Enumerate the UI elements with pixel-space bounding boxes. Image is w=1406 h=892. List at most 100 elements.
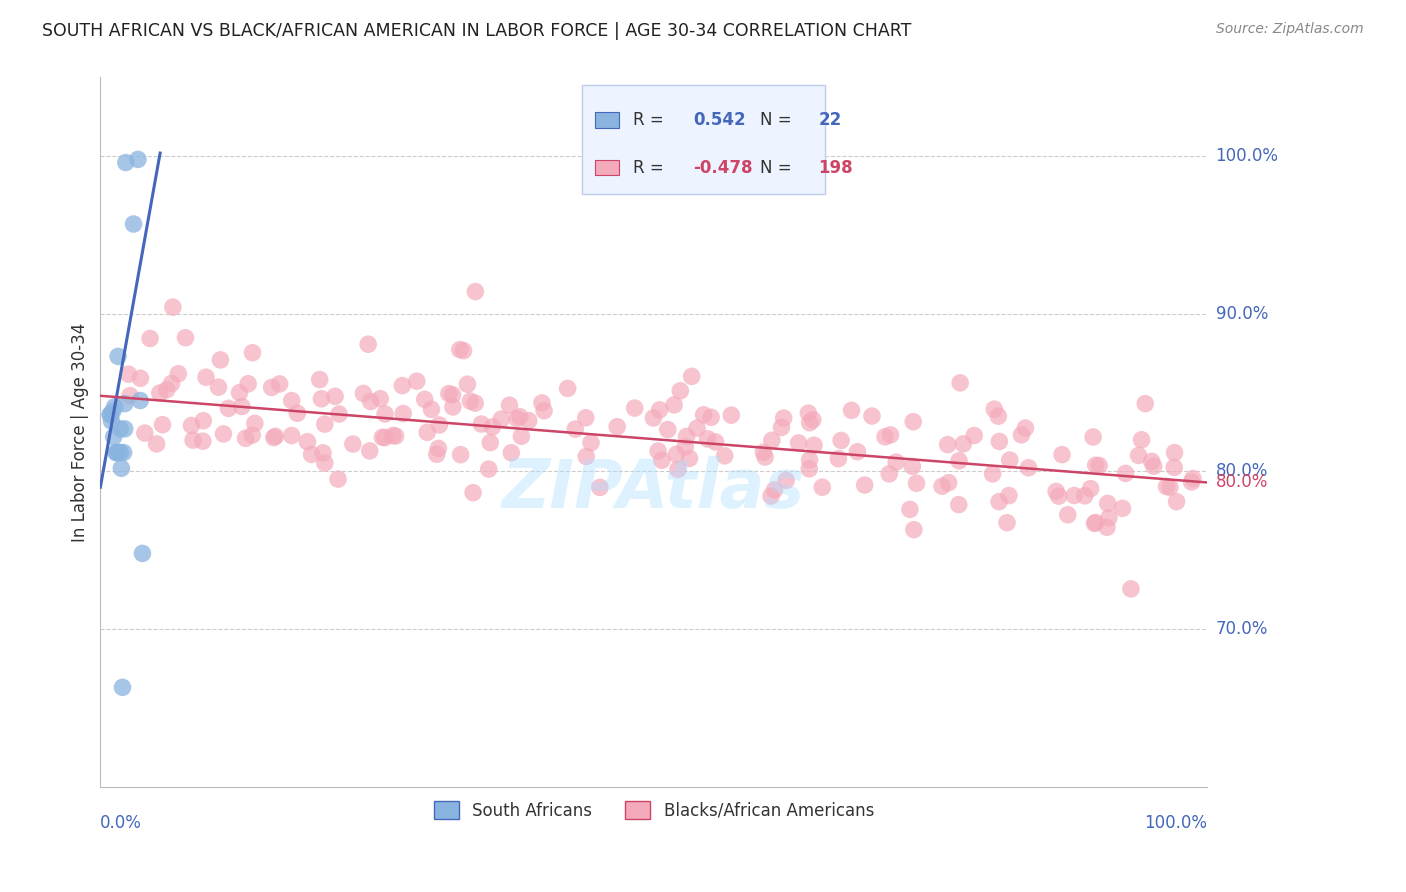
Point	[114, 397, 136, 411]
Point	[772, 411, 794, 425]
Point	[1088, 458, 1111, 473]
Point	[673, 440, 696, 454]
Point	[449, 343, 471, 357]
Point	[426, 447, 449, 461]
Point	[533, 403, 555, 417]
Point	[413, 392, 436, 407]
Point	[686, 421, 709, 435]
Text: 0.542: 0.542	[693, 111, 747, 129]
Point	[405, 374, 427, 388]
Point	[280, 428, 302, 442]
Point	[110, 461, 132, 475]
Point	[134, 425, 156, 440]
Point	[1111, 501, 1133, 516]
Point	[704, 434, 727, 449]
Point	[873, 430, 896, 444]
Point	[191, 434, 214, 449]
Point	[1181, 471, 1204, 485]
Point	[117, 367, 139, 381]
Point	[1050, 448, 1073, 462]
Point	[240, 428, 263, 442]
Point	[308, 373, 330, 387]
Point	[903, 415, 925, 429]
Point	[104, 445, 127, 459]
Point	[903, 523, 925, 537]
Point	[998, 489, 1021, 503]
Point	[131, 546, 153, 560]
Point	[374, 407, 396, 421]
Point	[557, 381, 579, 395]
Text: 0.0%: 0.0%	[100, 814, 142, 832]
FancyBboxPatch shape	[582, 85, 825, 194]
Point	[381, 428, 404, 442]
Point	[464, 285, 486, 299]
Point	[949, 376, 972, 390]
Point	[122, 217, 145, 231]
Point	[987, 409, 1010, 424]
Point	[509, 409, 531, 424]
Point	[938, 475, 960, 490]
Point	[662, 398, 685, 412]
Point	[311, 392, 333, 406]
Point	[323, 389, 346, 403]
Point	[441, 400, 464, 414]
Point	[461, 485, 484, 500]
Point	[948, 498, 970, 512]
Point	[228, 385, 250, 400]
Point	[830, 434, 852, 448]
Point	[681, 369, 703, 384]
Point	[931, 479, 953, 493]
Point	[787, 436, 810, 450]
Point	[342, 437, 364, 451]
Point	[437, 386, 460, 401]
Text: ZIPAtlas: ZIPAtlas	[502, 456, 806, 522]
Point	[1063, 489, 1085, 503]
Point	[675, 429, 697, 443]
Point	[162, 300, 184, 314]
Point	[104, 400, 127, 414]
Point	[427, 442, 450, 456]
Legend: South Africans, Blacks/African Americans: South Africans, Blacks/African Americans	[425, 793, 883, 828]
Text: R =: R =	[633, 111, 669, 129]
Point	[450, 448, 472, 462]
Point	[948, 454, 970, 468]
Point	[280, 393, 302, 408]
Point	[1084, 516, 1107, 530]
Point	[1135, 397, 1157, 411]
Text: 22: 22	[818, 111, 842, 129]
Text: 100.0%: 100.0%	[1216, 147, 1278, 165]
Point	[1163, 460, 1185, 475]
Point	[112, 445, 135, 459]
Point	[98, 408, 121, 422]
Point	[167, 367, 190, 381]
Point	[98, 408, 121, 422]
Point	[665, 447, 688, 461]
Point	[110, 445, 132, 459]
Point	[905, 476, 928, 491]
Point	[898, 502, 921, 516]
Point	[799, 416, 821, 430]
Point	[235, 431, 257, 445]
Point	[193, 414, 215, 428]
Point	[160, 376, 183, 391]
Point	[1159, 480, 1181, 494]
Point	[453, 343, 475, 358]
Point	[243, 417, 266, 431]
Point	[981, 467, 1004, 481]
Point	[801, 413, 824, 427]
Point	[1163, 445, 1185, 459]
Point	[510, 429, 533, 443]
Point	[1156, 479, 1178, 493]
Point	[491, 412, 513, 426]
Point	[998, 453, 1021, 467]
Point	[1056, 508, 1078, 522]
Point	[1098, 511, 1121, 525]
Point	[811, 480, 834, 494]
Point	[263, 431, 285, 445]
Point	[651, 453, 673, 467]
Point	[799, 453, 821, 467]
Point	[1084, 458, 1107, 473]
Point	[231, 400, 253, 414]
Point	[129, 393, 152, 408]
Point	[952, 437, 974, 451]
